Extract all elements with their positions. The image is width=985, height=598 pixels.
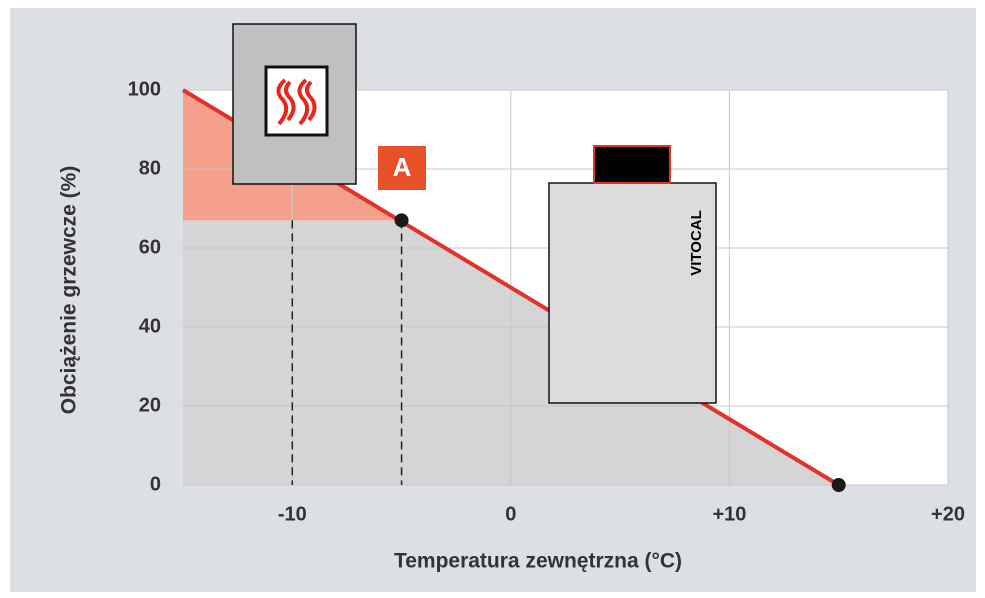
heat-pump-icon bbox=[548, 145, 717, 404]
annotation-box bbox=[378, 146, 426, 190]
y-tick-label: 0 bbox=[150, 473, 161, 495]
y-tick-label: 60 bbox=[139, 236, 161, 258]
device-label: VITOCAL bbox=[688, 210, 705, 276]
y-tick-label: 100 bbox=[128, 78, 161, 100]
x-tick-label: -10 bbox=[278, 503, 307, 525]
x-tick-label: 0 bbox=[505, 503, 516, 525]
y-tick-label: 20 bbox=[139, 394, 161, 416]
marker bbox=[831, 478, 846, 492]
annotation-label: A bbox=[393, 152, 412, 182]
x-axis-title: Temperatura zewnętrzna (°C) bbox=[394, 550, 682, 573]
y-tick-label: 40 bbox=[139, 315, 161, 337]
boiler-icon bbox=[232, 23, 357, 185]
marker bbox=[394, 213, 409, 228]
x-tick-label: +10 bbox=[712, 503, 746, 525]
x-tick-label: +20 bbox=[931, 503, 965, 525]
y-axis-title: Obciążenie grzewcze (%) bbox=[58, 166, 81, 415]
y-tick-label: 80 bbox=[139, 157, 161, 179]
